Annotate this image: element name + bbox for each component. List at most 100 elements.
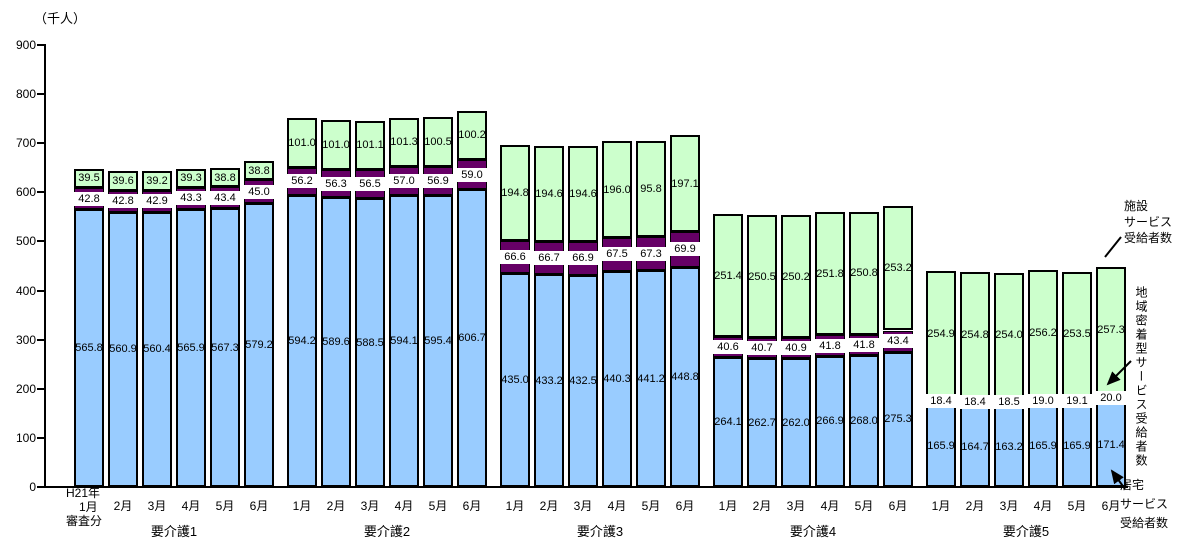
value-label-facility-service: 254.8 [961,328,989,341]
value-label-community-service: 56.2 [284,174,320,189]
x-tick-label: 4月 [607,499,627,513]
legend-home-line: サービス [1120,497,1169,511]
legend-home-line: 受給者数 [1120,516,1169,530]
legend-community-service: 地域密着型サービス受給者数 [1134,286,1148,468]
value-label-community-service: 67.3 [633,246,669,261]
value-label-facility-service: 254.9 [927,327,955,340]
bar-segment-home-service [1028,405,1058,487]
value-label-community-service: 66.6 [497,250,533,265]
x-tick-label: 4月 [1033,499,1053,513]
value-label-home-service: 589.6 [322,336,350,349]
bar-segment-home-service [457,189,487,487]
x-tick-label: 2月 [539,499,559,513]
y-tick-label: 200 [15,381,36,396]
bar-segment-facility-service [355,120,385,171]
bar-segment-home-service [108,211,138,487]
value-label-facility-service: 101.0 [322,139,350,151]
group-label: 要介護5 [1002,524,1050,539]
y-tick-label: 400 [15,283,36,298]
value-label-facility-service: 250.8 [850,267,878,280]
value-label-community-service: 18.4 [957,394,993,409]
x-tick-label: 1月 [931,499,951,513]
value-label-home-service: 262.0 [782,416,810,429]
value-label-home-service: 595.4 [424,334,452,347]
bar-segment-home-service [713,357,743,487]
group-label: 要介護1 [150,524,198,539]
value-label-facility-service: 250.5 [748,270,776,283]
bar-segment-facility-service [815,211,845,336]
bar-segment-facility-service [534,145,564,242]
x-tick-label: 4月 [181,499,201,513]
value-label-home-service: 432.5 [569,374,597,387]
bar-segment-facility-service [142,171,172,191]
y-tick-mark [37,338,44,341]
value-label-facility-service: 95.8 [640,183,662,196]
x-tick-label: 5月 [215,499,235,513]
value-label-home-service: 164.7 [961,440,989,453]
bar-segment-home-service [849,355,879,487]
bar-segment-home-service [815,355,845,487]
y-tick-mark [37,44,44,46]
y-tick-mark [37,191,44,194]
x-tick-label: 6月 [888,499,908,513]
bar-segment-home-service [636,270,666,487]
x-tick-label: 3月 [573,499,593,513]
y-tick-label: 300 [15,332,36,347]
bar-segment-home-service [287,195,317,487]
value-label-facility-service: 251.8 [816,267,844,280]
x-tick-label: 3月 [147,499,167,513]
value-label-home-service: 171.4 [1097,438,1125,451]
value-label-facility-service: 257.3 [1097,323,1125,336]
value-label-community-service: 43.4 [207,190,243,205]
value-label-community-service: 42.8 [105,194,141,209]
value-label-home-service: 448.8 [671,370,699,383]
value-label-home-service: 594.1 [390,335,418,348]
value-label-facility-service: 100.2 [458,129,486,142]
group-label: 要介護3 [576,524,624,539]
bar-segment-home-service [244,202,274,487]
value-label-community-service: 41.8 [812,338,848,353]
value-label-home-service: 165.9 [1029,440,1057,453]
x-tick-label: 6月 [675,499,695,513]
legend-facility-service: 施設 サービス 受給者数 [1124,198,1172,246]
value-label-community-service: 40.6 [710,340,746,355]
bar-segment-home-service [355,197,385,487]
bar-segment-home-service [883,351,913,487]
value-label-facility-service: 194.6 [535,187,563,200]
bar-segment-home-service [534,274,564,487]
x-axis-line [44,486,1128,488]
value-label-community-service: 20.0 [1093,390,1129,405]
bar-segment-facility-service [602,141,632,238]
bar-segment-facility-service [287,118,317,168]
x-tick-label: 1月 [718,499,738,513]
value-label-home-service: 594.2 [288,335,316,348]
bar-segment-facility-service [670,135,700,233]
bar-segment-facility-service [713,213,743,338]
value-label-home-service: 433.2 [535,374,563,387]
y-tick-mark [37,436,44,439]
bar-segment-facility-service [883,206,913,331]
value-label-community-service: 45.0 [241,184,277,199]
y-tick-mark [37,387,44,390]
y-tick-mark [37,240,44,243]
bar-segment-facility-service [74,168,104,189]
x-tick-label: 5月 [641,499,661,513]
value-label-home-service: 440.3 [603,372,631,385]
x-tick-label: 1月 [292,499,312,513]
value-label-community-service: 67.5 [599,247,635,262]
x-tick-label: 3月 [360,499,380,513]
value-label-home-service: 565.8 [75,342,103,355]
bar-segment-home-service [994,406,1024,487]
bar-segment-home-service [389,195,419,487]
bar-segment-home-service [74,209,104,487]
legend-home-service: 居宅 サービス 受給者数 [1120,476,1168,533]
x-tick-line: H21年 [66,486,101,500]
bar-segment-facility-service [747,214,777,338]
value-label-home-service: 588.5 [356,336,384,349]
bar-segment-home-service [747,358,777,487]
x-tick-label: 6月 [249,499,269,513]
y-tick-label: 500 [15,234,36,249]
x-tick-label: 5月 [1067,499,1087,513]
bar-segment-facility-service [500,145,530,241]
value-label-community-service: 42.8 [71,191,107,206]
